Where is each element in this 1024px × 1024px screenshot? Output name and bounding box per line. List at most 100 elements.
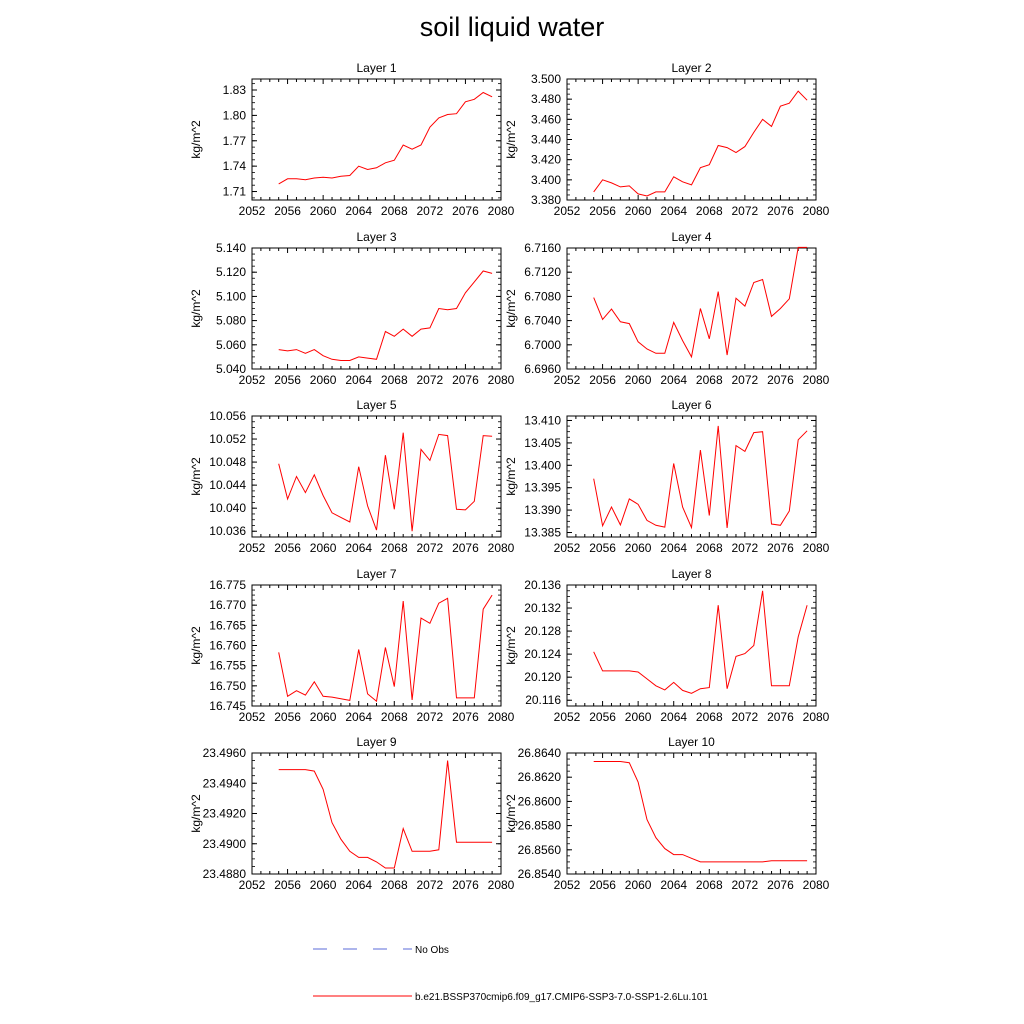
layer-4-xtick-label: 2076 — [767, 373, 794, 387]
layer-1-xtick-label: 2072 — [417, 204, 444, 218]
layer-6-xtick-label: 2052 — [554, 541, 581, 555]
layer-8-xtick-label: 2052 — [554, 710, 581, 724]
layer-6-ytick-label: 13.390 — [524, 503, 561, 517]
layer-5-xtick-label: 2076 — [452, 541, 479, 555]
layer-5-ytick-label: 10.036 — [209, 524, 246, 538]
layer-3-ytick-label: 5.120 — [216, 265, 246, 279]
layer-5-ytick-label: 10.052 — [209, 432, 246, 446]
layer-3-xtick-label: 2072 — [417, 373, 444, 387]
layer-5-xtick-label: 2072 — [417, 541, 444, 555]
layer-6-xtick-label: 2072 — [732, 541, 759, 555]
layer-2-series-line — [593, 90, 808, 197]
layer-1-ytick-label: 1.83 — [223, 83, 247, 97]
layer-5-xtick-label: 2060 — [310, 541, 337, 555]
layer-9-xtick-label: 2052 — [239, 878, 266, 892]
layer-6-ytick-label: 13.400 — [524, 458, 561, 472]
layer-9-xtick-label: 2080 — [488, 878, 515, 892]
layer-3-title: Layer 3 — [356, 230, 396, 244]
layer-8-xtick-label: 2060 — [625, 710, 652, 724]
layer-4-ytick-label: 6.7000 — [524, 338, 561, 352]
layer-10-ytick-label: 26.8560 — [518, 843, 562, 857]
layer-1-xtick-label: 2064 — [345, 204, 372, 218]
layer-2-xtick-label: 2060 — [625, 204, 652, 218]
layer-3-ylabel: kg/m^2 — [189, 289, 203, 328]
layer-1-xtick-label: 2060 — [310, 204, 337, 218]
layer-7-xtick-label: 2068 — [381, 710, 408, 724]
layer-7-ytick-label: 16.755 — [209, 659, 246, 673]
layer-2-xtick-label: 2056 — [589, 204, 616, 218]
layer-2-ytick-label: 3.440 — [531, 133, 561, 147]
layer-5-panel: 2052 2056 2060 2064 2068 2072 2076 2080 10.036 10… — [189, 398, 515, 555]
layer-5-ylabel: kg/m^2 — [189, 457, 203, 496]
layer-6-xtick-label: 2076 — [767, 541, 794, 555]
layer-1-ytick-label: 1.80 — [223, 108, 247, 122]
layer-9-ytick-label: 23.4940 — [203, 776, 247, 790]
layer-7-xtick-label: 2072 — [417, 710, 444, 724]
layer-1-ytick-label: 1.77 — [223, 134, 247, 148]
layer-8-xtick-label: 2076 — [767, 710, 794, 724]
layer-10-xtick-label: 2072 — [732, 878, 759, 892]
layer-7-xtick-label: 2064 — [345, 710, 372, 724]
layer-2-xtick-label: 2064 — [660, 204, 687, 218]
layer-1-panel: 2052 2056 2060 2064 2068 2072 2076 2080 1.71 1.74… — [189, 61, 515, 218]
layer-1-frame — [251, 78, 502, 201]
layer-3-xtick-label: 2068 — [381, 373, 408, 387]
layer-4-xtick-label: 2056 — [589, 373, 616, 387]
layer-1-xtick-label: 2052 — [239, 204, 266, 218]
layer-10-xtick-label: 2056 — [589, 878, 616, 892]
layer-2-ytick-label: 3.420 — [531, 153, 561, 167]
layer-7-xtick-label: 2056 — [274, 710, 301, 724]
layer-5-ytick-label: 10.044 — [209, 478, 246, 492]
layer-9-ytick-label: 23.4880 — [203, 867, 247, 881]
layer-1-series-line — [278, 91, 493, 185]
layer-3-ytick-label: 5.100 — [216, 289, 246, 303]
layer-10-xtick-label: 2068 — [696, 878, 723, 892]
layer-8-xtick-label: 2080 — [803, 710, 830, 724]
layer-8-xtick-label: 2064 — [660, 710, 687, 724]
layer-7-ytick-label: 16.770 — [209, 598, 246, 612]
layer-9-ylabel: kg/m^2 — [189, 794, 203, 833]
layer-3-ytick-label: 5.060 — [216, 338, 246, 352]
layer-2-ytick-label: 3.460 — [531, 112, 561, 126]
layer-6-xtick-label: 2060 — [625, 541, 652, 555]
layer-2-ytick-label: 3.480 — [531, 92, 561, 106]
layer-9-xtick-label: 2072 — [417, 878, 444, 892]
layer-4-ytick-label: 6.7120 — [524, 265, 561, 279]
layer-2-xtick-label: 2068 — [696, 204, 723, 218]
layer-4-ytick-label: 6.7160 — [524, 241, 561, 255]
layer-6-xtick-label: 2056 — [589, 541, 616, 555]
layer-6-xtick-label: 2068 — [696, 541, 723, 555]
layer-7-ytick-label: 16.765 — [209, 618, 246, 632]
layer-5-ytick-label: 10.040 — [209, 501, 246, 515]
layer-4-xtick-label: 2060 — [625, 373, 652, 387]
layer-4-frame — [566, 247, 817, 370]
layer-1-title: Layer 1 — [356, 61, 396, 75]
layer-9-panel: 2052 2056 2060 2064 2068 2072 2076 2080 23.4880 2… — [189, 735, 515, 892]
layer-2-ylabel: kg/m^2 — [504, 120, 518, 159]
layer-7-ytick-label: 16.745 — [209, 699, 246, 713]
layer-5-title: Layer 5 — [356, 398, 396, 412]
layer-10-ytick-label: 26.8580 — [518, 819, 562, 833]
layer-7-xtick-label: 2052 — [239, 710, 266, 724]
layer-7-xtick-label: 2080 — [488, 710, 515, 724]
layer-6-xtick-label: 2064 — [660, 541, 687, 555]
layer-8-ytick-label: 20.136 — [524, 578, 561, 592]
layer-10-series-line — [593, 761, 808, 863]
layer-3-series-line — [278, 270, 493, 361]
layer-5-xtick-label: 2068 — [381, 541, 408, 555]
layer-4-xtick-label: 2080 — [803, 373, 830, 387]
layer-8-ytick-label: 20.120 — [524, 670, 561, 684]
layer-8-panel: 2052 2056 2060 2064 2068 2072 2076 2080 20.116 20… — [504, 567, 830, 724]
layer-2-panel: 2052 2056 2060 2064 2068 2072 2076 2080 3.380 3.4… — [504, 61, 830, 218]
layer-10-xtick-label: 2052 — [554, 878, 581, 892]
layer-6-series-line — [593, 425, 808, 530]
layer-9-xtick-label: 2064 — [345, 878, 372, 892]
layer-7-ytick-label: 16.760 — [209, 639, 246, 653]
layer-10-title: Layer 10 — [668, 735, 715, 749]
layer-7-panel: 2052 2056 2060 2064 2068 2072 2076 2080 16.745 16… — [189, 567, 515, 724]
layer-10-xtick-label: 2080 — [803, 878, 830, 892]
layer-7-ytick-label: 16.750 — [209, 679, 246, 693]
layer-3-ytick-label: 5.040 — [216, 362, 246, 376]
layer-10-ylabel: kg/m^2 — [504, 794, 518, 833]
layer-1-xtick-label: 2056 — [274, 204, 301, 218]
